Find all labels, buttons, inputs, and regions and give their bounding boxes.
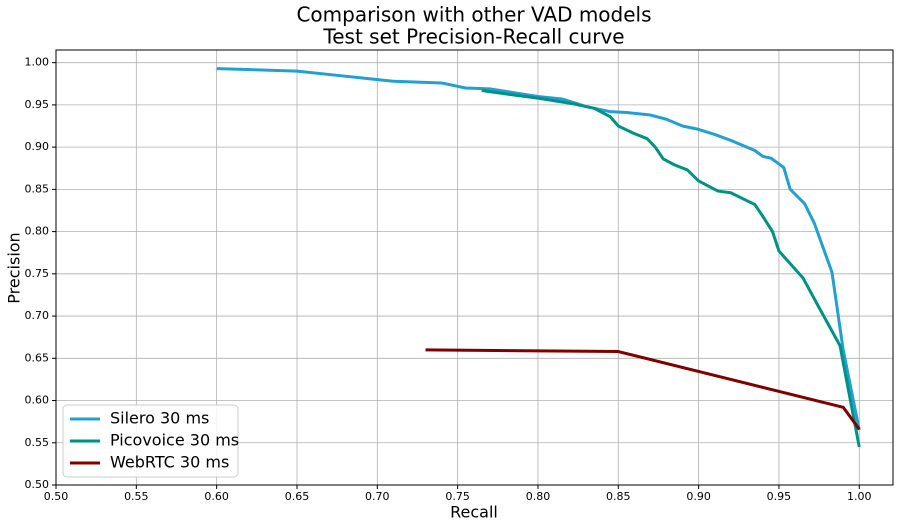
x-tick-label: 0.70 [365, 490, 390, 503]
data-line [425, 348, 861, 431]
x-tick-label: 0.95 [767, 490, 792, 503]
x-tick-label: 0.65 [285, 490, 310, 503]
y-tick-label: 0.50 [25, 478, 50, 491]
x-tick-label: 0.50 [44, 490, 69, 503]
x-tick-label: 0.75 [445, 490, 470, 503]
y-axis-label: Precision [5, 232, 24, 303]
y-tick-label: 0.95 [25, 98, 50, 111]
data-line [481, 89, 861, 448]
y-tick-label: 0.80 [25, 225, 50, 238]
y-tick-label: 0.55 [25, 436, 50, 449]
chart-subtitle: Test set Precision-Recall curve [322, 25, 624, 49]
y-tick-label: 0.75 [25, 267, 50, 280]
x-tick-label: 0.85 [606, 490, 631, 503]
data-line [216, 67, 861, 431]
chart-title: Comparison with other VAD models [296, 3, 651, 27]
x-tick-label: 0.80 [526, 490, 551, 503]
x-tick-label: 0.60 [204, 490, 229, 503]
y-tick-label: 0.85 [25, 182, 50, 195]
legend-label: Silero 30 ms [110, 409, 209, 428]
y-tick-label: 0.65 [25, 351, 50, 364]
legend: Silero 30 ms Picovoice 30 ms WebRTC 30 ms [62, 404, 239, 478]
plot-frame [55, 49, 894, 486]
legend-box [62, 404, 239, 478]
x-tick-label: 1.00 [847, 490, 872, 503]
y-tick-label: 0.90 [25, 140, 50, 153]
legend-label: Picovoice 30 ms [110, 431, 239, 450]
y-tick-label: 0.70 [25, 309, 50, 322]
y-tick-label: 0.60 [25, 394, 50, 407]
x-tick-label: 0.55 [124, 490, 149, 503]
legend-label: WebRTC 30 ms [110, 453, 229, 472]
x-tick-label: 0.90 [686, 490, 711, 503]
x-axis-label: Recall [450, 503, 498, 522]
y-tick-label: 1.00 [25, 56, 50, 69]
